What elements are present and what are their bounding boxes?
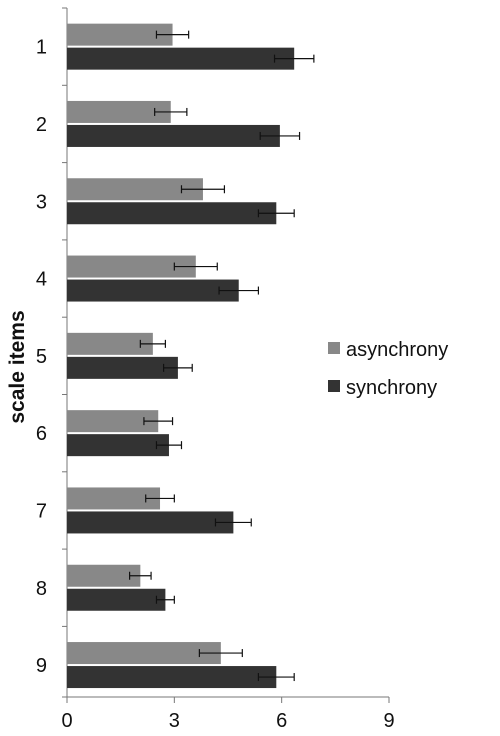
- bar-asynchrony-3: [67, 178, 203, 201]
- category-label-4: 4: [36, 269, 47, 291]
- x-tick-label-9: 9: [383, 710, 394, 732]
- x-tick-label-3: 3: [169, 710, 180, 732]
- bar-asynchrony-7: [67, 487, 161, 510]
- bar-synchrony-8: [67, 588, 166, 611]
- bar-synchrony-1: [67, 47, 295, 70]
- bar-synchrony-6: [67, 434, 169, 457]
- category-label-6: 6: [36, 423, 47, 445]
- bar-asynchrony-8: [67, 564, 141, 587]
- y-axis-title: scale items: [6, 310, 29, 423]
- bar-asynchrony-1: [67, 23, 173, 46]
- legend-label-asynchrony: asynchrony: [346, 339, 448, 361]
- x-tick-label-0: 0: [61, 710, 72, 732]
- category-label-3: 3: [36, 191, 47, 213]
- legend-label-synchrony: synchrony: [346, 377, 437, 399]
- category-label-9: 9: [36, 655, 47, 677]
- bar-synchrony-3: [67, 202, 277, 225]
- category-label-2: 2: [36, 114, 47, 136]
- plot-area: 1 2 3 4 5 6 7 8 9 0 3 6 9: [36, 7, 395, 732]
- bar-synchrony-2: [67, 124, 280, 147]
- bar-asynchrony-2: [67, 100, 171, 123]
- bar-asynchrony-4: [67, 255, 196, 278]
- bar-asynchrony-6: [67, 410, 159, 433]
- bar-synchrony-4: [67, 279, 239, 302]
- bar-synchrony-7: [67, 511, 234, 534]
- legend-swatch-synchrony: [328, 380, 340, 392]
- x-tick-label-6: 6: [276, 710, 287, 732]
- category-label-7: 7: [36, 500, 47, 522]
- bar-asynchrony-5: [67, 332, 153, 355]
- bar-synchrony-5: [67, 356, 178, 379]
- category-label-5: 5: [36, 346, 47, 368]
- category-label-1: 1: [36, 37, 47, 59]
- category-label-8: 8: [36, 578, 47, 600]
- bar-synchrony-9: [67, 666, 277, 689]
- legend: asynchrony synchrony: [328, 339, 448, 399]
- bar-asynchrony-9: [67, 642, 221, 665]
- legend-swatch-asynchrony: [328, 342, 340, 354]
